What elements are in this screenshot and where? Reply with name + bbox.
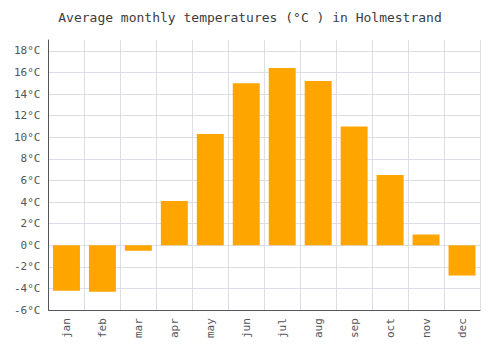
svg-text:may: may bbox=[204, 318, 217, 338]
svg-text:-4°C: -4°C bbox=[14, 282, 41, 295]
svg-text:oct: oct bbox=[384, 318, 397, 338]
svg-text:6°C: 6°C bbox=[21, 174, 41, 187]
svg-text:4°C: 4°C bbox=[21, 196, 41, 209]
svg-text:-6°C: -6°C bbox=[14, 304, 41, 317]
svg-text:jan: jan bbox=[60, 318, 73, 338]
svg-text:feb: feb bbox=[96, 318, 109, 338]
svg-text:14°C: 14°C bbox=[14, 88, 41, 101]
svg-text:sep: sep bbox=[348, 318, 361, 338]
svg-text:12°C: 12°C bbox=[14, 109, 41, 122]
svg-text:-2°C: -2°C bbox=[14, 260, 41, 273]
svg-text:10°C: 10°C bbox=[14, 131, 41, 144]
svg-text:16°C: 16°C bbox=[14, 66, 41, 79]
svg-text:aug: aug bbox=[312, 318, 325, 338]
svg-text:2°C: 2°C bbox=[21, 217, 41, 230]
svg-text:nov: nov bbox=[420, 318, 433, 338]
svg-text:apr: apr bbox=[168, 318, 181, 338]
svg-text:dec: dec bbox=[456, 318, 469, 338]
svg-text:0°C: 0°C bbox=[21, 239, 41, 252]
svg-text:8°C: 8°C bbox=[21, 152, 41, 165]
svg-text:mar: mar bbox=[132, 318, 145, 338]
svg-text:jul: jul bbox=[276, 318, 289, 338]
svg-text:18°C: 18°C bbox=[14, 44, 41, 57]
svg-text:Average monthly temperatures (: Average monthly temperatures (°C ) in Ho… bbox=[58, 10, 442, 25]
svg-text:jun: jun bbox=[240, 318, 253, 338]
